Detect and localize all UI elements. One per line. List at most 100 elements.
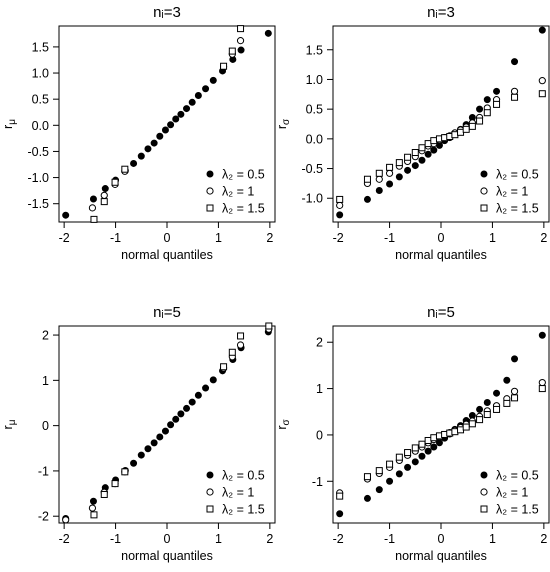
panel-3: nᵢ=5 -2 -1 0 1 2 normal quantiles -2 -1 0 1 2 rμ λ₂ =…: [1, 304, 276, 563]
data-point: [144, 145, 152, 153]
data-point: [511, 394, 519, 402]
data-point: [150, 139, 158, 147]
x-tick-label: -2: [333, 231, 344, 245]
data-point: [90, 215, 98, 223]
data-point: [503, 376, 511, 384]
data-point: [177, 110, 185, 118]
data-point: [336, 201, 344, 209]
x-tick-label: -1: [384, 532, 395, 546]
data-point: [202, 384, 210, 392]
x-tick-label: 1: [489, 231, 496, 245]
data-point: [430, 443, 438, 451]
legend-marker: [206, 488, 214, 496]
data-point: [220, 363, 228, 371]
data-point: [156, 132, 164, 140]
data-point: [538, 26, 546, 34]
data-point: [483, 398, 491, 406]
legend-label: λ₂ = 0.5: [496, 469, 539, 483]
legend-marker: [480, 488, 488, 496]
data-point: [188, 398, 196, 406]
x-tick-label: 1: [215, 231, 222, 245]
data-point: [237, 46, 245, 54]
data-point: [538, 378, 546, 387]
data-point: [363, 473, 371, 481]
data-point: [510, 87, 519, 95]
y-tick-label: 1.5: [306, 43, 323, 57]
y-tick-label: 0: [316, 428, 323, 442]
y-tick-label: 1.5: [32, 40, 49, 54]
data-point: [336, 510, 344, 518]
x-axis-label: normal quantiles: [395, 248, 487, 262]
data-point: [265, 322, 273, 330]
data-point: [172, 415, 180, 423]
x-tick-label: 1: [215, 532, 222, 546]
data-point: [411, 149, 419, 157]
legend-label: λ₂ = 0.5: [222, 168, 265, 182]
data-point: [411, 458, 419, 466]
data-point: [150, 439, 158, 447]
data-point: [336, 492, 344, 500]
data-point: [194, 92, 202, 100]
y-tick-label: 0: [42, 419, 49, 433]
data-point: [418, 156, 426, 164]
x-tick-label: 0: [164, 532, 171, 546]
y-axis-label: rμ: [1, 419, 18, 429]
data-point: [493, 389, 501, 397]
y-axis-label: rσ: [275, 118, 292, 129]
data-point: [111, 178, 119, 186]
data-point: [167, 421, 175, 429]
x-axis-label: normal quantiles: [121, 248, 213, 262]
data-point: [418, 144, 426, 152]
y-tick-label: -0.5: [301, 162, 323, 176]
x-tick-label: 0: [164, 231, 171, 245]
data-point: [62, 211, 70, 219]
data-point: [476, 117, 484, 125]
data-point: [161, 427, 169, 435]
data-point: [468, 420, 476, 428]
x-tick-label: -2: [59, 231, 70, 245]
data-point: [62, 516, 70, 524]
legend: λ₂ = 0.5 λ₂ = 1 λ₂ = 1.5: [480, 168, 539, 216]
legend-marker: [480, 170, 488, 178]
x-tick-label: 1: [489, 532, 496, 546]
y-tick-label: 2: [316, 336, 323, 350]
data-point: [156, 433, 164, 441]
data-point: [88, 504, 97, 512]
data-point: [395, 453, 403, 461]
data-point: [404, 449, 412, 457]
data-point: [375, 467, 383, 475]
y-tick-label: 1.0: [32, 67, 49, 81]
data-point: [493, 100, 501, 108]
y-tick-label: -2: [38, 510, 49, 524]
data-point: [457, 128, 465, 136]
legend-label: λ₂ = 1: [496, 185, 528, 199]
data-point: [336, 195, 344, 203]
legend-label: λ₂ = 1: [222, 486, 254, 500]
data-point: [424, 140, 432, 148]
x-tick-label: -2: [333, 532, 344, 546]
data-point: [121, 468, 129, 476]
y-tick-label: -1: [38, 464, 49, 478]
panel-title: nᵢ=3: [153, 4, 181, 21]
data-point: [220, 62, 228, 70]
data-point: [386, 180, 394, 188]
data-point: [476, 105, 484, 113]
data-point: [209, 376, 217, 384]
data-point: [375, 175, 383, 183]
data-point: [202, 85, 210, 93]
data-point: [462, 423, 470, 431]
x-tick-label: 0: [438, 532, 445, 546]
panel-title: nᵢ=3: [427, 4, 455, 21]
data-point: [511, 355, 519, 363]
legend-marker: [206, 471, 214, 479]
data-point: [418, 452, 426, 460]
data-point: [88, 204, 97, 212]
data-point: [172, 115, 180, 123]
data-point: [395, 173, 403, 181]
legend-marker: [480, 505, 488, 513]
data-point: [363, 494, 371, 502]
legend-marker: [206, 170, 214, 178]
legend-label: λ₂ = 0.5: [496, 168, 539, 182]
data-point: [89, 497, 97, 505]
